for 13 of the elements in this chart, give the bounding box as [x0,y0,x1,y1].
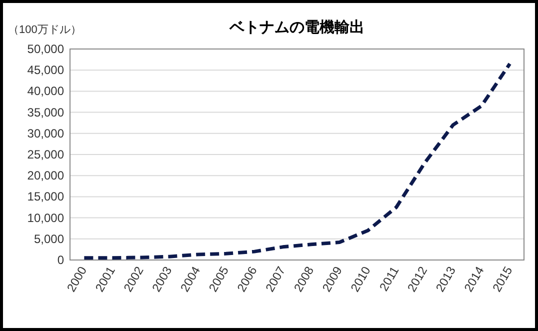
title: ベトナムの電機輸出 [230,19,364,36]
ytick: 20,000 [27,168,64,183]
ytick: 25,000 [27,148,64,162]
ytick: 10,000 [27,210,64,225]
ytick: 30,000 [27,126,64,140]
ytick: 45,000 [27,63,64,78]
ytick: 5,000 [34,232,64,246]
ytick: 35,000 [27,105,64,120]
ylabel: （100万ドル） [8,24,82,36]
ytick: 40,000 [27,84,64,98]
ytick: 15,000 [27,190,64,204]
ytick: 0 [57,253,64,267]
ytick: 50,000 [27,42,64,56]
